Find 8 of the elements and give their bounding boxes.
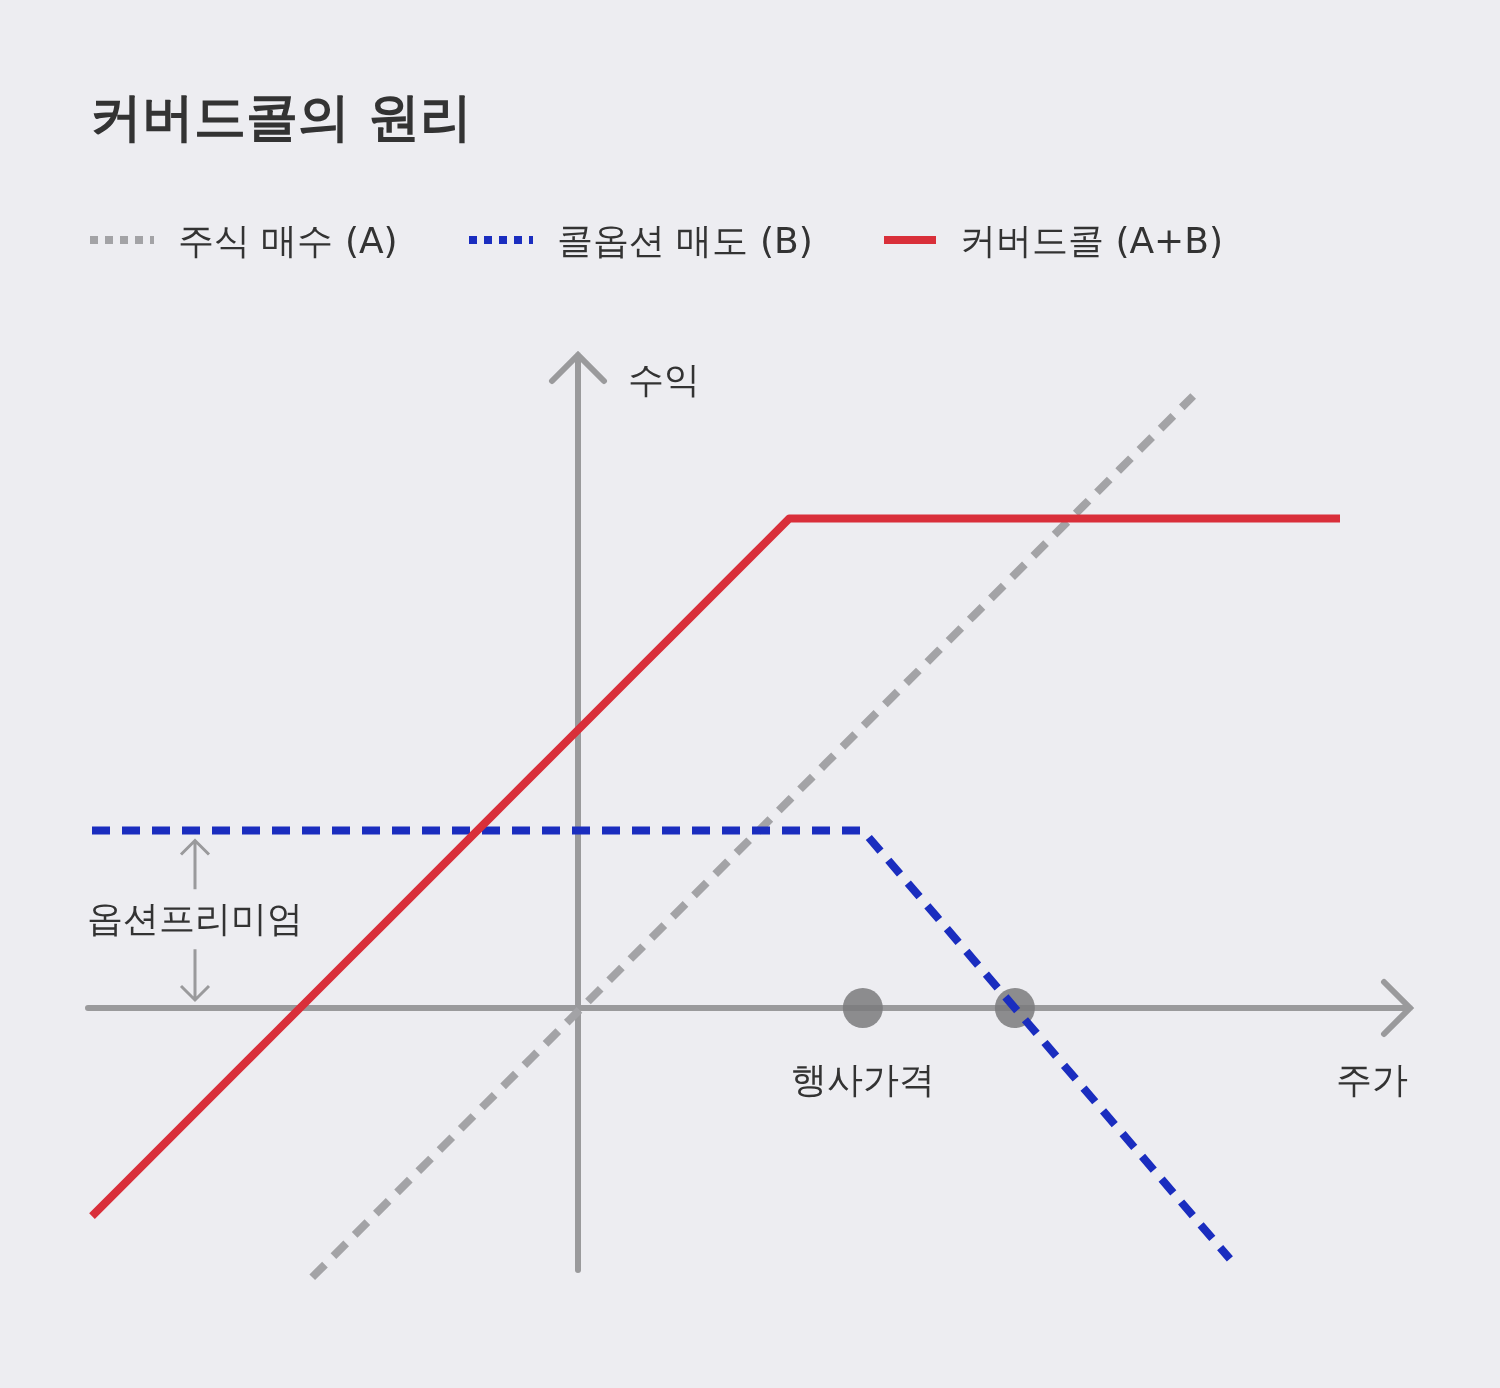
chart-title: 커버드콜의 원리 xyxy=(90,87,473,147)
annotation: 옵션프리미엄 xyxy=(87,898,303,940)
x-axis-title: 주가 xyxy=(1336,1059,1408,1100)
legend-label: 커버드콜 (A+B) xyxy=(960,220,1224,261)
legend-label: 콜옵션 매도 (B) xyxy=(557,220,813,261)
annotation: 행사가격 xyxy=(790,1059,935,1100)
legend-label: 주식 매수 (A) xyxy=(178,220,398,261)
y-axis-title: 수익 xyxy=(628,359,700,400)
